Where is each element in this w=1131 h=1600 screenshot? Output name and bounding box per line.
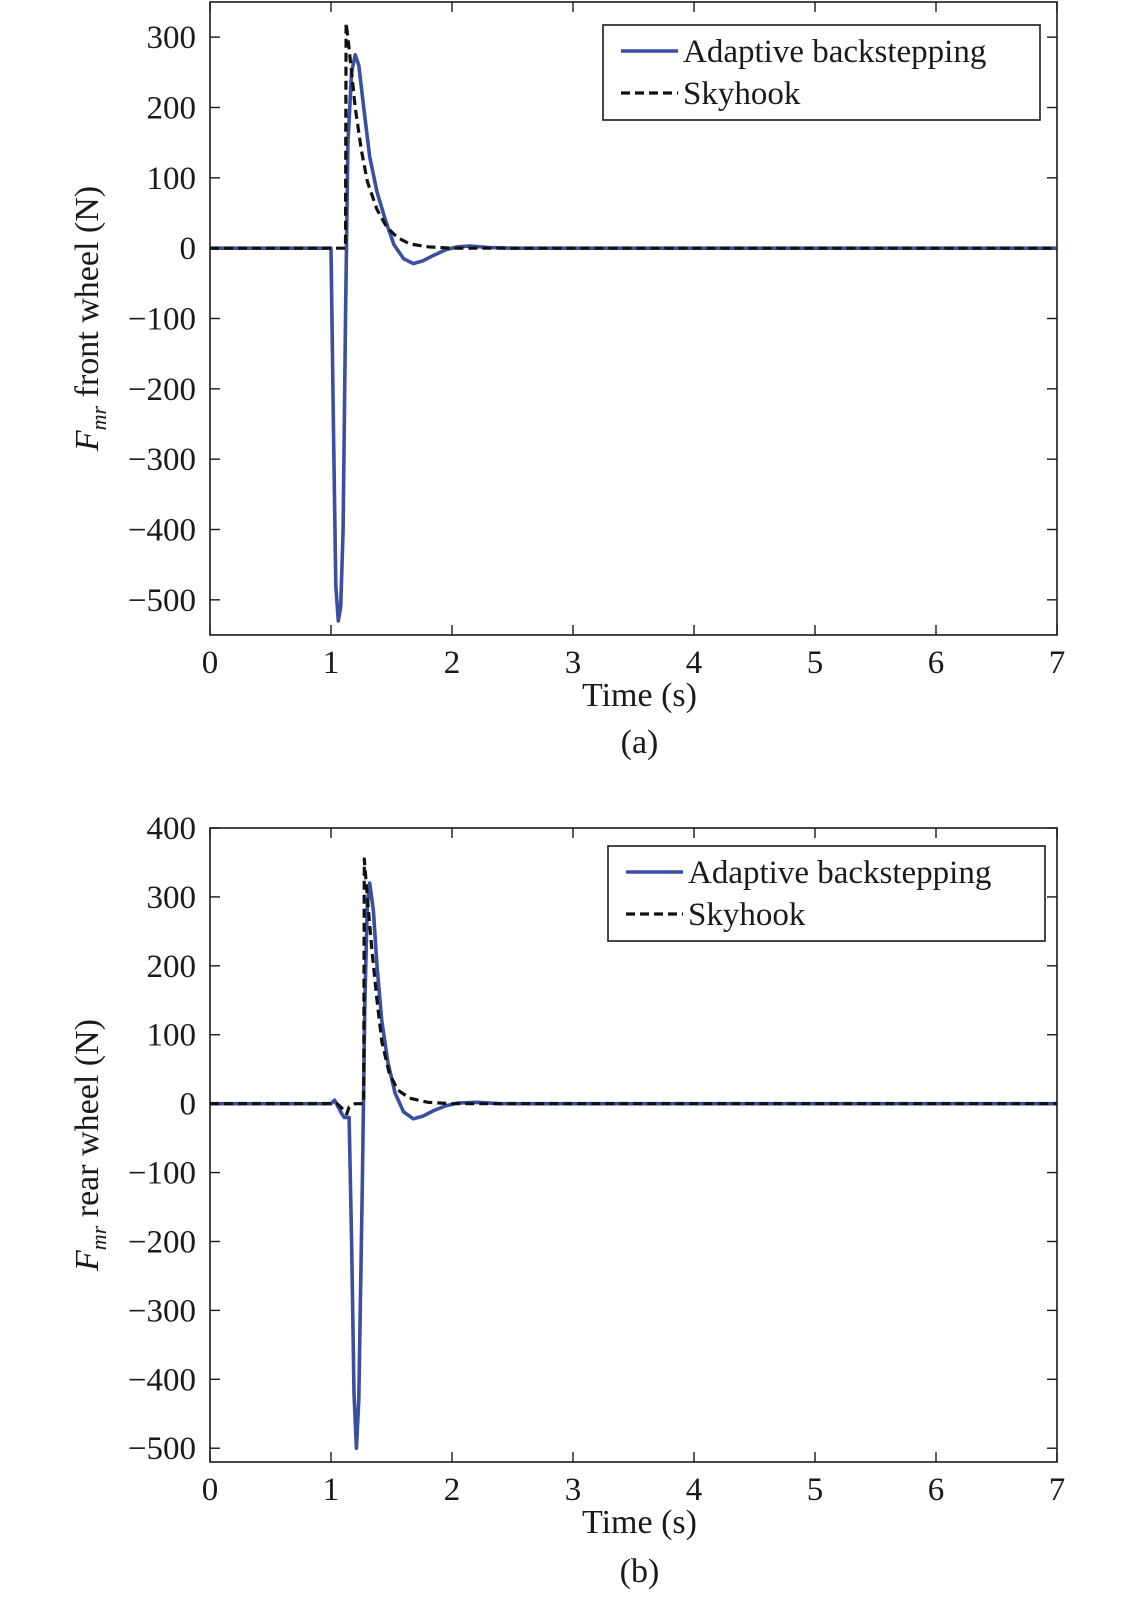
series-line-adaptive-backstepping [210, 881, 1057, 1450]
y-tick-label: 100 [147, 1018, 197, 1054]
y-axis-label-symbol: F [69, 1249, 106, 1272]
y-tick-label: −500 [128, 583, 196, 619]
x-tick-label: 5 [807, 645, 824, 681]
x-tick-label: 3 [565, 1472, 582, 1508]
x-tick-label: 1 [323, 645, 340, 681]
panel-label: (a) [621, 724, 659, 761]
legend-entry-label: Skyhook [688, 897, 806, 933]
x-tick-label: 7 [1049, 1472, 1066, 1508]
legend-box [602, 24, 1041, 121]
y-axis-label-text: front wheel (N) [69, 186, 106, 406]
legend-entry-label: Adaptive backstepping [688, 855, 991, 891]
legend-entry-label: Skyhook [683, 76, 801, 112]
y-tick-label: −300 [128, 442, 196, 478]
y-tick-label: −500 [128, 1431, 196, 1467]
x-tick-label: 2 [444, 645, 461, 681]
y-axis-label: Fmr front wheel (N) [69, 186, 111, 452]
y-tick-label: −200 [128, 372, 196, 408]
x-tick-label: 0 [202, 645, 219, 681]
x-tick-label: 4 [686, 1472, 703, 1508]
series-line-adaptive-backstepping [210, 52, 1057, 623]
plot-area-frame [209, 827, 1058, 1463]
legend-entry-label: Adaptive backstepping [683, 34, 986, 70]
y-tick-label: 200 [147, 91, 197, 127]
y-tick-label: −400 [128, 1362, 196, 1398]
y-axis-label-text: rear wheel (N) [69, 1019, 106, 1226]
y-axis-label-subscript: mr [86, 1225, 111, 1250]
y-tick-label: 200 [147, 949, 197, 985]
x-tick-label: 5 [807, 1472, 824, 1508]
y-axis-label: Fmr rear wheel (N) [69, 1019, 111, 1272]
legend-box [607, 845, 1046, 942]
x-tick-label: 6 [928, 1472, 945, 1508]
x-tick-label: 0 [202, 1472, 219, 1508]
x-tick-label: 2 [444, 1472, 461, 1508]
y-tick-label: 400 [147, 811, 197, 847]
y-tick-label: 300 [147, 20, 197, 56]
y-tick-label: −300 [128, 1293, 196, 1329]
x-axis-label: Time (s) [582, 677, 697, 714]
series-line-skyhook [210, 857, 1057, 1116]
y-tick-label: 0 [180, 1087, 197, 1123]
chart-panel-b: 0 1 2 3 4 5 6 7 400 300 200 100 0 −100 −200 −300 −400 −50… [69, 811, 1065, 1590]
series-line-skyhook [210, 21, 1057, 250]
y-tick-label: −100 [128, 302, 196, 338]
x-axis-label: Time (s) [582, 1504, 697, 1541]
panel-label: (b) [620, 1553, 660, 1590]
x-tick-label: 3 [565, 645, 582, 681]
y-tick-label: 0 [180, 231, 197, 267]
y-tick-label: −100 [128, 1156, 196, 1192]
x-tick-label: 7 [1049, 645, 1066, 681]
y-axis-label-subscript: mr [86, 405, 111, 430]
y-tick-label: −400 [128, 513, 196, 549]
y-tick-label: 100 [147, 161, 197, 197]
chart-panel-a: 0 1 2 3 4 5 6 7 300 200 100 0 −100 −200 −300 −400 −500 Ti… [69, 1, 1066, 761]
y-axis-label-symbol: F [69, 429, 106, 452]
y-tick-label: 300 [147, 880, 197, 916]
y-tick-label: −200 [128, 1224, 196, 1260]
x-tick-label: 6 [928, 645, 945, 681]
x-tick-label: 4 [686, 645, 703, 681]
x-tick-label: 1 [323, 1472, 340, 1508]
